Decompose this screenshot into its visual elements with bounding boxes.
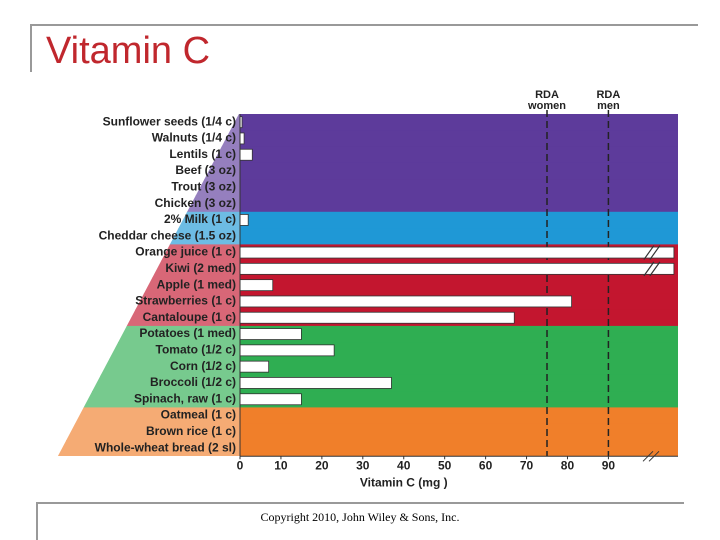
band <box>58 407 678 425</box>
bar <box>239 148 253 161</box>
bar <box>239 295 572 308</box>
x-tick-label: 80 <box>561 458 575 472</box>
category-label: 2% Milk (1 c) <box>164 212 236 226</box>
bar <box>239 344 335 357</box>
category-label: Trout (3 oz) <box>171 180 236 194</box>
band <box>58 162 678 180</box>
category-label: Lentils (1 c) <box>169 147 236 161</box>
x-tick-label: 0 <box>237 458 244 472</box>
bar <box>239 279 274 292</box>
bar <box>239 377 392 389</box>
x-tick-label: 90 <box>602 458 616 472</box>
bar <box>239 214 249 226</box>
break-mark <box>649 245 661 260</box>
chart: RDA women RDA men Sunflower seeds (1/4 c) Wal… <box>58 89 678 489</box>
category-label: Whole-wheat bread (2 sl) <box>95 440 236 454</box>
category-label: Walnuts (1/4 c) <box>152 131 236 145</box>
category-label: Chicken (3 oz) <box>155 196 236 210</box>
band <box>58 211 678 229</box>
axis-break <box>642 450 654 462</box>
bar <box>239 311 515 324</box>
bar <box>239 328 302 340</box>
bar <box>239 132 245 145</box>
x-tick-label: 30 <box>356 458 370 472</box>
category-label: Tomato (1/2 c) <box>156 343 236 357</box>
band <box>58 440 678 456</box>
category-label: Potatoes (1 med) <box>139 326 236 340</box>
category-label: Oatmeal (1 c) <box>161 408 236 422</box>
break-mark <box>643 261 655 277</box>
reference-label: RDA women <box>527 89 566 112</box>
x-tick-label: 50 <box>438 458 452 472</box>
x-tick-label: 40 <box>397 458 411 472</box>
band <box>58 325 678 343</box>
bar <box>239 360 270 373</box>
category-label: Broccoli (1/2 c) <box>150 375 236 389</box>
band <box>58 423 678 441</box>
category-label: Cheddar cheese (1.5 oz) <box>99 228 236 242</box>
band <box>58 228 678 245</box>
x-axis-label: Vitamin C (mg ) <box>360 475 448 489</box>
category-label: Strawberries (1 c) <box>135 294 236 308</box>
top-rule <box>30 24 698 26</box>
band <box>58 179 678 196</box>
x-tick-label: 20 <box>315 458 329 472</box>
category-label: Brown rice (1 c) <box>146 424 236 438</box>
axis-break <box>648 450 660 462</box>
break-mark <box>649 261 661 277</box>
slide-title: Vitamin C <box>46 30 211 72</box>
category-label: Apple (1 med) <box>157 277 236 291</box>
bar <box>239 246 675 259</box>
bar <box>239 393 302 406</box>
category-label: Orange juice (1 c) <box>135 245 236 259</box>
category-label: Spinach, raw (1 c) <box>134 391 236 405</box>
copyright: Copyright 2010, John Wiley & Sons, Inc. <box>260 510 460 524</box>
category-label: Beef (3 oz) <box>175 163 236 177</box>
left-rule <box>30 24 32 72</box>
band <box>58 342 678 359</box>
category-label: Corn (1/2 c) <box>170 359 236 373</box>
band <box>58 130 678 148</box>
bottom-rule <box>36 502 684 504</box>
bar <box>239 262 675 275</box>
band <box>58 358 678 376</box>
category-label: Cantaloupe (1 c) <box>143 310 236 324</box>
category-label: Kiwi (2 med) <box>165 261 236 275</box>
bottom-left-rule <box>36 502 38 540</box>
x-tick-label: 10 <box>274 458 288 472</box>
reference-label: RDA men <box>596 89 620 112</box>
band <box>58 277 678 294</box>
band <box>58 195 678 213</box>
x-tick-label: 60 <box>479 458 493 472</box>
category-label: Sunflower seeds (1/4 c) <box>103 114 236 128</box>
break-mark <box>643 245 655 260</box>
band <box>58 146 678 164</box>
band <box>58 391 678 408</box>
x-tick-label: 70 <box>520 458 534 472</box>
